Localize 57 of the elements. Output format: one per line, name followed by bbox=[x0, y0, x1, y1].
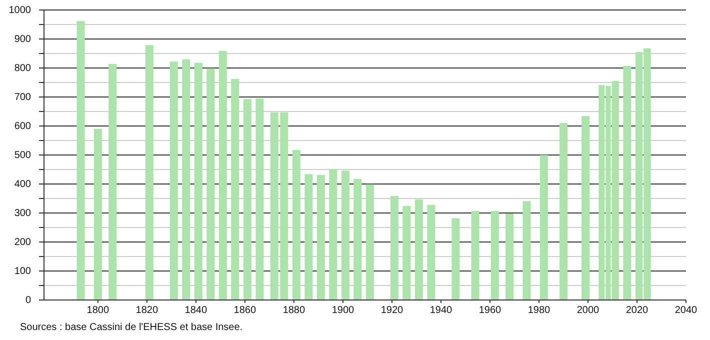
y-tick-label: 900 bbox=[14, 34, 32, 46]
x-tick-label: 1920 bbox=[380, 305, 404, 316]
y-tick-label: 400 bbox=[14, 179, 32, 190]
x-tick-label: 1860 bbox=[234, 305, 256, 316]
bar bbox=[623, 66, 632, 300]
y-tick-label: 800 bbox=[14, 63, 32, 74]
bar bbox=[506, 214, 514, 300]
source-note: Sources : base Cassini de l'EHESS et base Insee. bbox=[20, 322, 243, 333]
bar bbox=[471, 210, 480, 300]
x-tick-label: 2020 bbox=[626, 305, 649, 316]
x-tick-label: 1940 bbox=[430, 305, 453, 316]
bar bbox=[414, 199, 423, 300]
x-tick-label: 1900 bbox=[332, 305, 355, 316]
bar bbox=[292, 150, 300, 300]
x-tick-label: 2040 bbox=[674, 305, 698, 316]
bar bbox=[341, 170, 350, 300]
x-tick-label: 1980 bbox=[528, 305, 551, 316]
bar bbox=[194, 62, 202, 300]
x-tick-label: 1800 bbox=[86, 305, 110, 316]
x-tick-label: 2000 bbox=[576, 305, 600, 316]
bar bbox=[427, 204, 436, 300]
bar bbox=[329, 169, 338, 300]
y-tick-label: 500 bbox=[14, 150, 32, 162]
y-tick-label: 200 bbox=[14, 237, 32, 248]
bar bbox=[145, 45, 154, 300]
bar bbox=[354, 179, 362, 300]
bar bbox=[402, 206, 411, 300]
bar bbox=[76, 21, 85, 300]
bar bbox=[452, 218, 460, 300]
y-tick-label: 0 bbox=[25, 295, 32, 306]
x-tick-label: 1840 bbox=[184, 305, 208, 316]
bar bbox=[366, 184, 374, 300]
x-tick-label: 1820 bbox=[136, 305, 158, 316]
y-tick-label: 300 bbox=[14, 208, 32, 220]
bar bbox=[559, 123, 568, 300]
bar bbox=[94, 128, 102, 300]
bar bbox=[256, 98, 264, 300]
bar bbox=[582, 116, 590, 300]
y-tick-label: 1000 bbox=[8, 5, 32, 16]
bar bbox=[243, 99, 252, 300]
y-tick-label: 100 bbox=[14, 266, 32, 278]
bar bbox=[522, 201, 531, 300]
bar bbox=[231, 79, 240, 300]
bar bbox=[540, 155, 548, 300]
bar bbox=[170, 62, 178, 300]
bar bbox=[316, 175, 325, 300]
x-tick-label: 1880 bbox=[282, 305, 306, 316]
bar bbox=[218, 50, 227, 300]
bar bbox=[490, 210, 499, 300]
bar bbox=[108, 64, 117, 300]
x-tick-label: 1960 bbox=[478, 305, 502, 316]
bar bbox=[304, 174, 313, 300]
y-tick-label: 600 bbox=[14, 121, 32, 132]
y-tick-label: 700 bbox=[14, 92, 32, 104]
bar bbox=[182, 59, 190, 300]
bar bbox=[390, 196, 398, 300]
bar bbox=[206, 68, 215, 300]
